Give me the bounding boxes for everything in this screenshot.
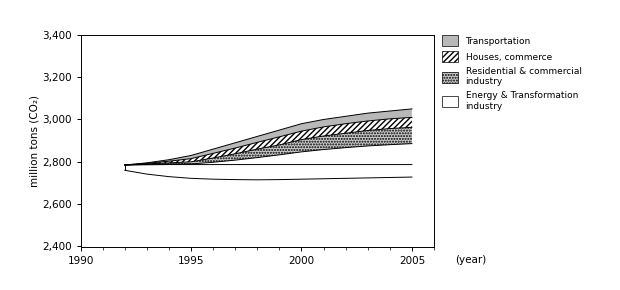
Y-axis label: million tons (CO₂): million tons (CO₂) xyxy=(29,95,39,187)
Legend: Transportation, Houses, commerce, Residential & commercial
industry, Energy & Tr: Transportation, Houses, commerce, Reside… xyxy=(442,35,582,111)
Text: (year): (year) xyxy=(455,255,487,265)
